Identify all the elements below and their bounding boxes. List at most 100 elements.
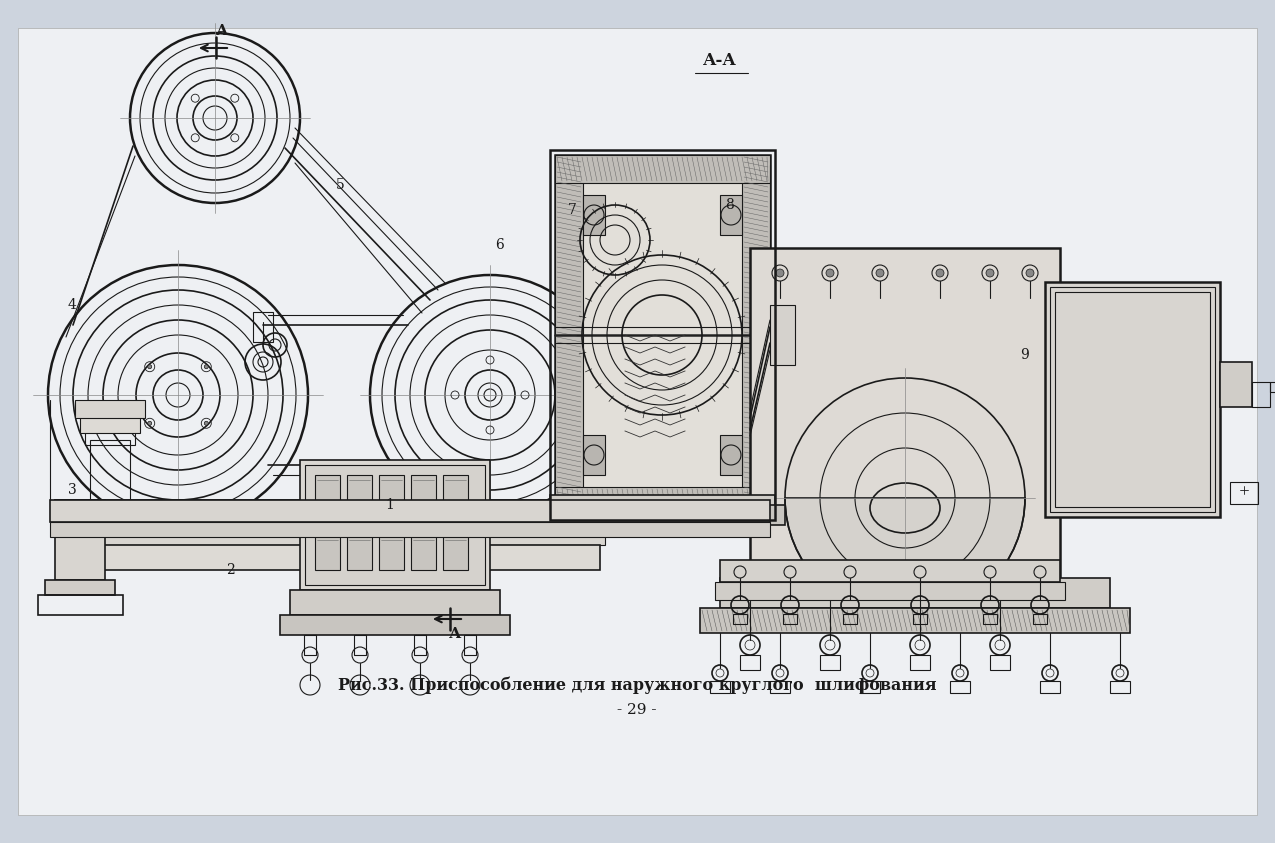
Text: 3: 3: [68, 483, 76, 497]
Bar: [550, 495, 775, 510]
Bar: [550, 150, 775, 520]
Bar: [989, 655, 1010, 670]
Bar: [85, 430, 135, 445]
Bar: [583, 435, 606, 475]
Text: А: А: [449, 627, 462, 641]
Bar: [1220, 362, 1252, 407]
Circle shape: [148, 422, 152, 425]
Bar: [1230, 482, 1258, 504]
Bar: [91, 440, 130, 505]
Bar: [1119, 368, 1150, 468]
Text: 3Е642Е СТАНОК: 3Е642Е СТАНОК: [853, 128, 946, 138]
Bar: [289, 590, 500, 615]
Bar: [75, 400, 145, 418]
Text: ШЛИФОВАЛЬНЫЙ: ШЛИФОВАЛЬНЫЙ: [848, 272, 952, 282]
Text: - 29 -: - 29 -: [617, 703, 657, 717]
Bar: [1033, 614, 1047, 624]
Bar: [347, 475, 372, 570]
Bar: [783, 614, 797, 624]
Bar: [1046, 282, 1220, 517]
Bar: [300, 460, 490, 590]
Text: А: А: [215, 24, 228, 38]
Circle shape: [936, 269, 944, 277]
Bar: [315, 475, 340, 570]
Bar: [541, 505, 785, 525]
Circle shape: [148, 365, 152, 368]
Text: 5: 5: [335, 178, 344, 192]
Text: ЗАТОЧНОЙ УНИВЕРСАЛЬНЫЙ: ЗАТОЧНОЙ УНИВЕРСАЛЬНЫЙ: [815, 146, 984, 156]
Bar: [715, 582, 1065, 600]
Bar: [411, 475, 436, 570]
Bar: [55, 530, 606, 545]
Bar: [555, 155, 770, 183]
Text: А-А: А-А: [703, 52, 737, 69]
Text: 7: 7: [567, 203, 576, 217]
Bar: [820, 655, 840, 670]
Bar: [305, 465, 484, 585]
Bar: [55, 500, 105, 580]
Bar: [733, 614, 747, 624]
Text: 8: 8: [725, 198, 734, 212]
Bar: [910, 655, 929, 670]
Bar: [50, 522, 770, 537]
Bar: [38, 595, 122, 615]
Text: ГОЛОВКИ 3В642: ГОЛОВКИ 3В642: [852, 110, 947, 120]
Bar: [710, 681, 731, 693]
Bar: [442, 475, 468, 570]
Bar: [913, 614, 927, 624]
Text: СХЕМА: СХЕМА: [880, 164, 919, 174]
Bar: [354, 635, 366, 655]
Bar: [700, 608, 1130, 633]
Text: 2: 2: [226, 563, 235, 577]
Text: ЧЕРТЕЖ ШЛИФОВАЛЬНОЙ: ЧЕРТЕЖ ШЛИФОВАЛЬНОЙ: [822, 92, 977, 102]
Bar: [354, 500, 395, 520]
Bar: [770, 681, 790, 693]
Circle shape: [876, 269, 884, 277]
Text: 6: 6: [496, 238, 505, 252]
Bar: [1270, 382, 1275, 392]
Circle shape: [1026, 269, 1034, 277]
Bar: [555, 487, 770, 515]
Text: 9: 9: [1020, 348, 1029, 362]
Bar: [555, 155, 770, 515]
Bar: [583, 195, 606, 235]
Bar: [80, 415, 140, 433]
Bar: [464, 635, 476, 655]
Bar: [45, 580, 115, 595]
Circle shape: [204, 422, 208, 425]
Bar: [740, 655, 760, 670]
Circle shape: [776, 269, 784, 277]
Text: Рис.33. Приспособление для наружного круглого  шлифования: Рис.33. Приспособление для наружного кру…: [338, 676, 936, 694]
Bar: [50, 500, 770, 522]
Bar: [950, 681, 970, 693]
Bar: [843, 614, 857, 624]
Bar: [414, 635, 426, 655]
Bar: [1060, 328, 1119, 508]
Bar: [983, 614, 997, 624]
Bar: [1054, 292, 1210, 507]
Circle shape: [826, 269, 834, 277]
Bar: [379, 475, 404, 570]
Bar: [60, 545, 601, 570]
Bar: [720, 195, 742, 235]
Bar: [368, 505, 382, 515]
Bar: [720, 435, 742, 475]
Bar: [303, 635, 316, 655]
Bar: [742, 155, 770, 515]
Bar: [1051, 287, 1215, 512]
Bar: [1111, 681, 1130, 693]
Bar: [750, 248, 1060, 578]
Bar: [770, 305, 796, 365]
Text: 1: 1: [385, 498, 394, 512]
Bar: [252, 312, 273, 342]
Bar: [1040, 681, 1060, 693]
Text: 4: 4: [68, 298, 76, 312]
Wedge shape: [785, 498, 1025, 618]
Text: ГРИНДЕР ЧЕРТЕЖИ: ГРИНДЕР ЧЕРТЕЖИ: [844, 290, 956, 300]
Bar: [720, 578, 1111, 608]
Bar: [720, 560, 1060, 582]
Bar: [555, 155, 583, 515]
Circle shape: [204, 365, 208, 368]
Bar: [1252, 382, 1270, 407]
Bar: [55, 500, 606, 530]
